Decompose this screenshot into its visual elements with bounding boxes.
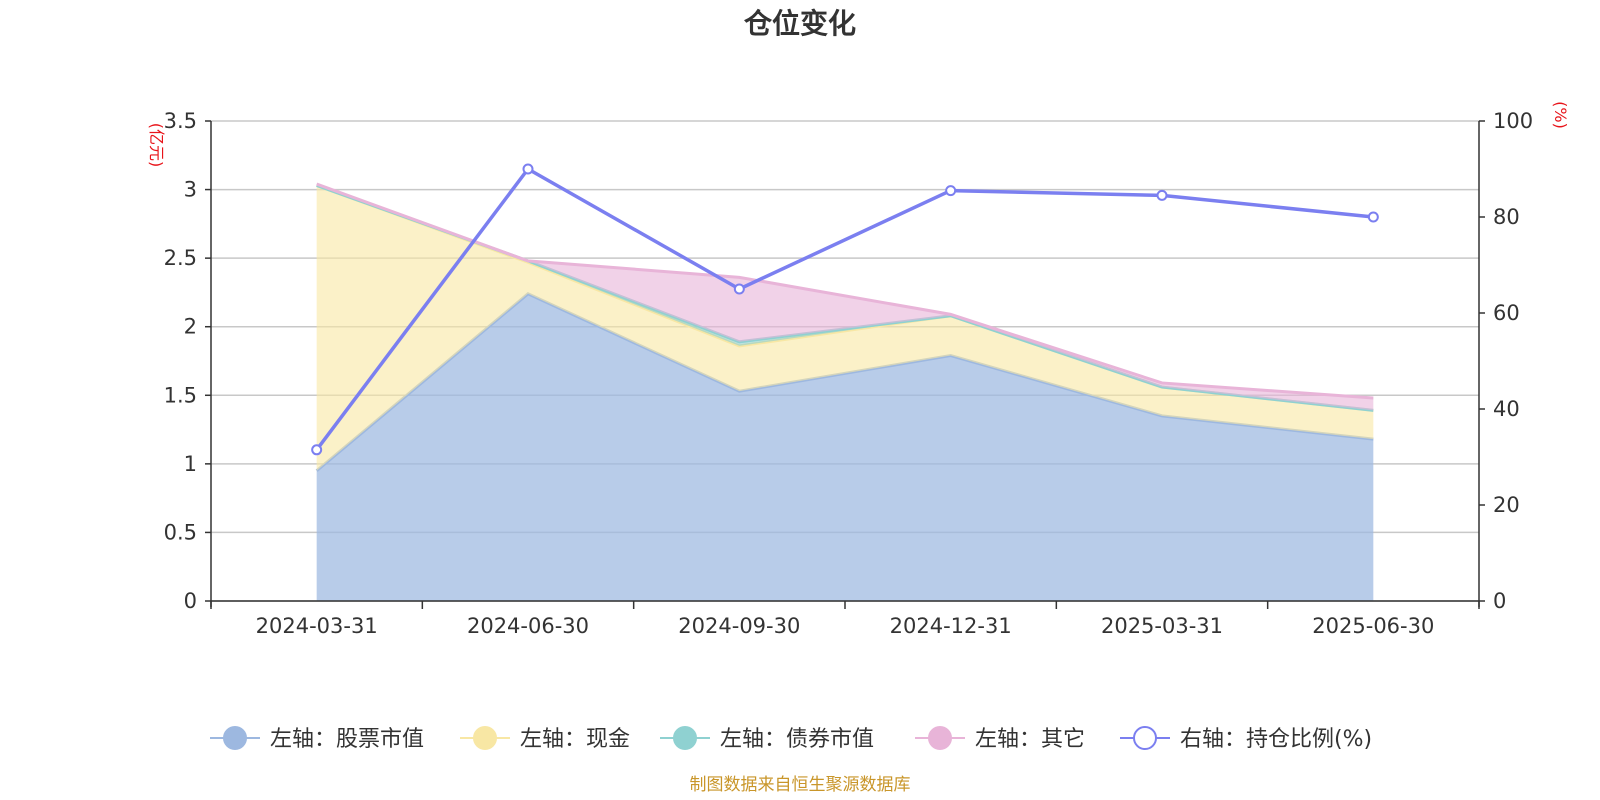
right-tick-label: 40	[1493, 397, 1520, 421]
stacked-areas	[315, 182, 1374, 601]
legend-label: 左轴：其它	[975, 727, 1085, 752]
left-tick-label: 3	[184, 178, 197, 202]
legend-label: 左轴：债券市值	[720, 727, 874, 752]
legend-item: 右轴：持仓比例(%)	[1120, 726, 1372, 752]
left-tick-label: 2	[184, 315, 197, 339]
legend-marker	[673, 726, 697, 750]
legend-item: 左轴：债券市值	[660, 726, 874, 752]
legend-marker	[473, 726, 497, 750]
right-tick-label: 0	[1493, 589, 1506, 613]
left-tick-label: 3.5	[164, 109, 197, 133]
area-series-0	[316, 293, 1374, 601]
legend-item: 左轴：现金	[460, 726, 630, 752]
legend-label: 左轴：现金	[520, 727, 630, 752]
legend-label: 右轴：持仓比例(%)	[1180, 727, 1372, 752]
ratio-point	[1367, 211, 1379, 223]
legend-item: 左轴：其它	[915, 726, 1085, 752]
left-tick-label: 2.5	[164, 246, 197, 270]
legend-marker	[223, 726, 247, 750]
chart-title: 仓位变化	[744, 7, 856, 40]
position-ratio-line	[311, 163, 1379, 456]
ratio-point	[311, 444, 323, 456]
source-note: 制图数据来自恒生聚源数据库	[690, 775, 911, 795]
left-axis-unit: (亿元)	[147, 123, 166, 168]
legend-item: 左轴：股票市值	[210, 726, 424, 752]
right-tick-label: 20	[1493, 493, 1520, 517]
legend: 左轴：股票市值 左轴：现金 左轴：债券市值 左轴：其它 右轴：持仓比例(%)	[210, 726, 1372, 752]
ratio-line-path	[315, 167, 1374, 451]
right-tick-label: 100	[1493, 109, 1533, 133]
left-tick-label: 0	[184, 589, 197, 613]
x-tick-label: 2024-09-30	[678, 614, 800, 638]
axes: 0 0.5 1 1.5 2 2.5 3 3.5 0 20 40 60 80 100 2024-03-31 20…	[164, 109, 1534, 638]
legend-label: 左轴：股票市值	[270, 727, 424, 752]
right-axis-unit: (%)	[1551, 101, 1570, 129]
legend-marker	[928, 726, 952, 750]
right-tick-label: 60	[1493, 301, 1520, 325]
x-tick-label: 2024-03-31	[256, 614, 378, 638]
area-edge-3	[316, 182, 1374, 400]
left-tick-label: 0.5	[164, 520, 197, 544]
ratio-point	[1156, 189, 1168, 201]
right-tick-label: 80	[1493, 205, 1520, 229]
left-tick-label: 1	[184, 452, 197, 476]
x-tick-label: 2024-06-30	[467, 614, 589, 638]
ratio-point	[945, 185, 957, 197]
x-tick-label: 2024-12-31	[890, 614, 1012, 638]
left-tick-label: 1.5	[164, 383, 197, 407]
ratio-point	[733, 283, 745, 295]
legend-marker	[1133, 726, 1157, 750]
x-tick-label: 2025-06-30	[1312, 614, 1434, 638]
x-tick-label: 2025-03-31	[1101, 614, 1223, 638]
area-series-1	[316, 185, 1374, 471]
ratio-point	[522, 163, 534, 175]
